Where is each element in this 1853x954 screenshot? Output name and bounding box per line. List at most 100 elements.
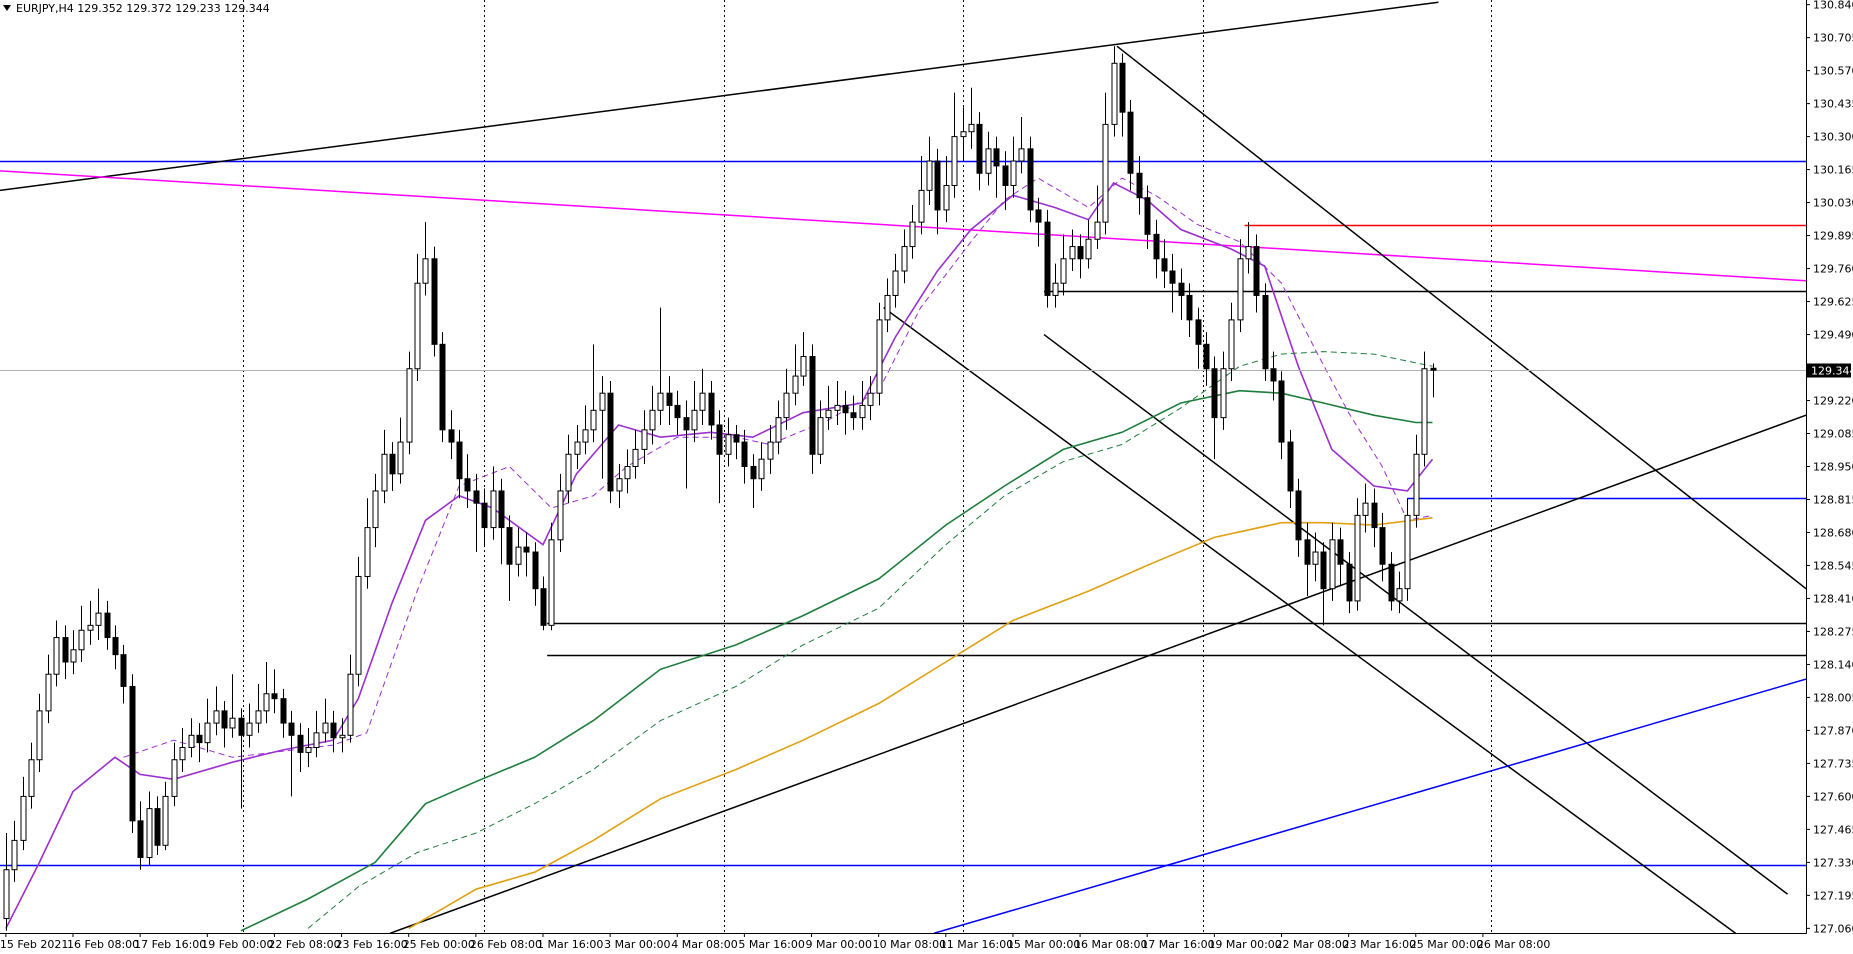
header-close: 129.344 <box>224 2 270 15</box>
candle-body <box>649 409 656 431</box>
candle-body <box>918 189 925 223</box>
candle-body <box>246 722 253 736</box>
candle-body <box>1136 172 1143 199</box>
candle-body <box>1111 62 1118 125</box>
candle-body <box>1211 368 1218 419</box>
x-tick-label: 5 Mar 16:00 <box>738 938 804 951</box>
candle-body <box>154 808 161 846</box>
candle-body <box>565 453 572 492</box>
candle-body <box>364 527 371 577</box>
y-tick-label: 128.005 <box>1813 691 1853 704</box>
candle-body <box>280 698 287 724</box>
x-tick-label: 26 Feb 08:00 <box>470 938 542 951</box>
candle-body <box>934 160 941 211</box>
candle-body <box>624 466 631 480</box>
candle-body <box>1371 502 1378 529</box>
candle-body <box>532 551 539 590</box>
x-tick-label: 22 Mar 08:00 <box>1275 938 1348 951</box>
x-tick-label: 16 Feb 08:00 <box>67 938 139 951</box>
candle-body <box>196 734 203 744</box>
candle-body <box>255 710 262 724</box>
candle-body <box>1312 551 1319 565</box>
indicator-line <box>123 177 1433 758</box>
candle-body <box>104 612 111 639</box>
x-tick-label: 17 Feb 16:00 <box>134 938 206 951</box>
x-tick-label: 1 Mar 16:00 <box>537 938 603 951</box>
y-tick-label: 128.950 <box>1813 461 1853 474</box>
candle-body <box>229 717 236 729</box>
x-tick-label: 23 Feb 16:00 <box>336 938 408 951</box>
candle-body <box>666 392 673 406</box>
candle-body <box>263 693 270 712</box>
candle-body <box>305 747 312 753</box>
candle-body <box>985 148 992 174</box>
candle-body <box>271 693 278 700</box>
candle-body <box>1069 246 1076 260</box>
y-tick-label: 130.030 <box>1813 197 1853 210</box>
candle-body <box>1178 282 1185 296</box>
candle-body <box>1270 368 1277 382</box>
candle-body <box>943 184 950 211</box>
candle-body <box>20 795 27 841</box>
candle-body <box>1035 209 1042 223</box>
candle-body <box>1027 148 1034 211</box>
candle-body <box>1278 380 1285 443</box>
candle-body <box>204 722 211 744</box>
candle-body <box>389 453 396 475</box>
candle-body <box>70 649 77 663</box>
y-tick-label: 130.705 <box>1813 32 1853 45</box>
candle-body <box>859 404 866 419</box>
x-tick-label: 17 Mar 16:00 <box>1141 938 1214 951</box>
candle-body <box>1052 282 1059 296</box>
candle-body <box>1337 539 1344 565</box>
candle-body <box>993 148 1000 167</box>
candle-body <box>162 795 169 846</box>
x-tick-label: 26 Mar 08:00 <box>1477 938 1550 951</box>
candle-body <box>523 546 530 553</box>
candle-body <box>456 441 463 480</box>
candle-body <box>657 392 664 411</box>
candle-body <box>221 710 228 729</box>
candle-body <box>775 417 782 443</box>
candle-body <box>800 356 807 377</box>
candle-body <box>892 270 899 296</box>
candle-body <box>1346 563 1353 602</box>
candle-body <box>464 478 471 492</box>
candle-body <box>825 409 832 419</box>
candle-body <box>1245 246 1252 260</box>
trendline <box>0 1 1439 192</box>
x-tick-label: 16 Mar 08:00 <box>1074 938 1147 951</box>
candle-body <box>1421 368 1428 455</box>
candle-body <box>540 588 547 626</box>
candle-body <box>11 839 18 871</box>
candle-body <box>842 404 849 414</box>
y-tick-label: 128.410 <box>1813 592 1853 605</box>
candle-body <box>976 123 983 174</box>
candle-body <box>36 710 43 761</box>
candle-body <box>582 429 589 443</box>
x-tick-label: 19 Mar 00:00 <box>1208 938 1281 951</box>
candle-body <box>1060 258 1067 284</box>
candle-body <box>45 673 52 712</box>
y-tick-label: 128.815 <box>1813 493 1853 506</box>
x-tick-label: 11 Mar 16:00 <box>940 938 1013 951</box>
header-low: 129.233 <box>175 2 221 15</box>
y-tick-label: 127.600 <box>1813 790 1853 803</box>
candle-body <box>792 375 799 394</box>
trendline <box>1043 333 1788 895</box>
candle-body <box>146 808 153 858</box>
x-tick-label: 3 Mar 00:00 <box>604 938 670 951</box>
candle-body <box>129 685 136 822</box>
y-tick-label: 128.275 <box>1813 625 1853 638</box>
trendline <box>0 170 1806 282</box>
candle-body <box>1430 367 1437 371</box>
candle-body <box>439 343 446 431</box>
candle-body <box>120 654 127 687</box>
y-tick-label: 130.300 <box>1813 131 1853 144</box>
x-tick-label: 19 Feb 00:00 <box>201 938 273 951</box>
candle-body <box>397 441 404 475</box>
candle-body <box>1161 258 1168 272</box>
